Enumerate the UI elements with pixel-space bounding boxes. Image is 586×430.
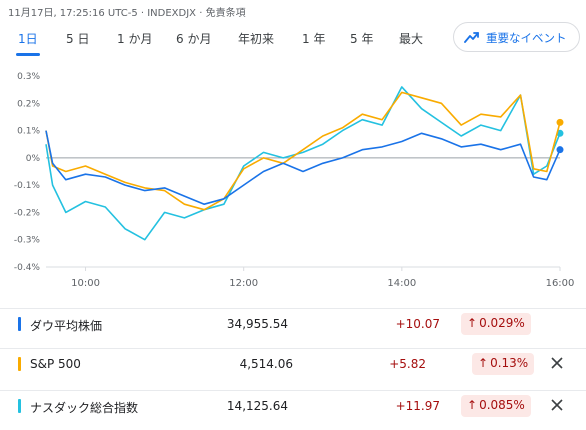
series-end-point xyxy=(556,118,564,126)
dow-swatch xyxy=(18,317,21,331)
legend-value: 4,514.06 xyxy=(239,357,293,371)
index-line-chart: 0.3% 0.2% 0.1% 0% -0.1% -0.2% -0.3% -0.4% 10:00… xyxy=(14,72,575,289)
quote-meta: 11月17日, 17:25:16 UTC-5 · INDEXDJX · 免責条項 xyxy=(8,8,246,19)
tab-5d[interactable]: 5 日 xyxy=(66,32,90,46)
series-lines xyxy=(45,86,564,241)
y-tick-label: 0.1% xyxy=(17,127,40,137)
x-axis-ticks: 10:00 12:00 14:00 16:00 xyxy=(71,267,574,289)
legend-percent: 0.085% xyxy=(479,398,525,412)
up-arrow-icon: ↑ xyxy=(478,356,489,370)
up-arrow-icon: ↑ xyxy=(467,316,478,330)
legend-value: 34,955.54 xyxy=(226,317,288,331)
nasdaq-swatch xyxy=(18,399,21,413)
y-tick-label: -0.2% xyxy=(14,208,41,218)
legend-change: +10.07 xyxy=(395,317,440,331)
range-tabs: 1日 5 日 1 か月 6 か月 年初来 1 年 5 年 最大 xyxy=(0,22,586,58)
legend-name: ナスダック総合指数 xyxy=(30,401,139,415)
active-tab-indicator xyxy=(16,53,40,56)
legend-percent: 0.029% xyxy=(479,316,525,330)
sp500-swatch xyxy=(18,357,21,371)
y-tick-label: -0.1% xyxy=(14,181,41,191)
legend-row-sp500[interactable]: S&P 500 4,514.06 +5.82 ↑ 0.13% xyxy=(0,348,586,379)
x-tick-label: 16:00 xyxy=(546,278,575,289)
tab-1d[interactable]: 1日 xyxy=(18,32,38,46)
legend-percent: 0.13% xyxy=(490,356,529,370)
up-arrow-icon: ↑ xyxy=(467,398,478,412)
tab-ytd[interactable]: 年初来 xyxy=(238,32,275,46)
series-line xyxy=(45,91,561,211)
x-tick-label: 14:00 xyxy=(387,278,416,289)
close-icon[interactable] xyxy=(549,355,565,371)
legend-name: ダウ平均株価 xyxy=(30,319,103,333)
x-tick-label: 12:00 xyxy=(229,278,258,289)
legend-row-nasdaq[interactable]: ナスダック総合指数 14,125.64 +11.97 ↑ 0.085% xyxy=(0,390,586,421)
legend-change: +5.82 xyxy=(389,357,426,371)
tab-max[interactable]: 最大 xyxy=(399,32,424,46)
key-events-button[interactable]: 重要なイベント xyxy=(453,22,580,52)
series-line xyxy=(45,86,561,241)
y-axis-ticks: 0.3% 0.2% 0.1% 0% -0.1% -0.2% -0.3% -0.4% xyxy=(14,72,41,273)
key-events-label: 重要なイベント xyxy=(486,31,567,45)
legend-value: 14,125.64 xyxy=(226,399,288,413)
legend-change: +11.97 xyxy=(395,399,440,413)
tab-1y[interactable]: 1 年 xyxy=(302,32,326,46)
close-icon[interactable] xyxy=(549,397,565,413)
y-tick-label: -0.3% xyxy=(14,236,41,246)
legend-row-dow[interactable]: ダウ平均株価 34,955.54 +10.07 ↑ 0.029% xyxy=(0,308,586,339)
y-tick-label: 0.2% xyxy=(17,99,40,109)
series-end-point xyxy=(556,146,564,154)
y-tick-label: 0.3% xyxy=(17,72,40,82)
legend-percent-badge: ↑ 0.13% xyxy=(472,353,535,375)
x-tick-label: 10:00 xyxy=(71,278,100,289)
legend-percent-badge: ↑ 0.085% xyxy=(461,395,531,417)
legend-percent-badge: ↑ 0.029% xyxy=(461,313,531,335)
tab-1m[interactable]: 1 か月 xyxy=(117,32,153,46)
y-tick-label: -0.4% xyxy=(14,263,41,273)
series-line xyxy=(45,130,561,205)
tab-6m[interactable]: 6 か月 xyxy=(176,32,212,46)
legend-name: S&P 500 xyxy=(30,357,81,371)
y-tick-label: 0% xyxy=(26,154,41,164)
trending-icon xyxy=(464,32,479,43)
tab-5y[interactable]: 5 年 xyxy=(350,32,374,46)
